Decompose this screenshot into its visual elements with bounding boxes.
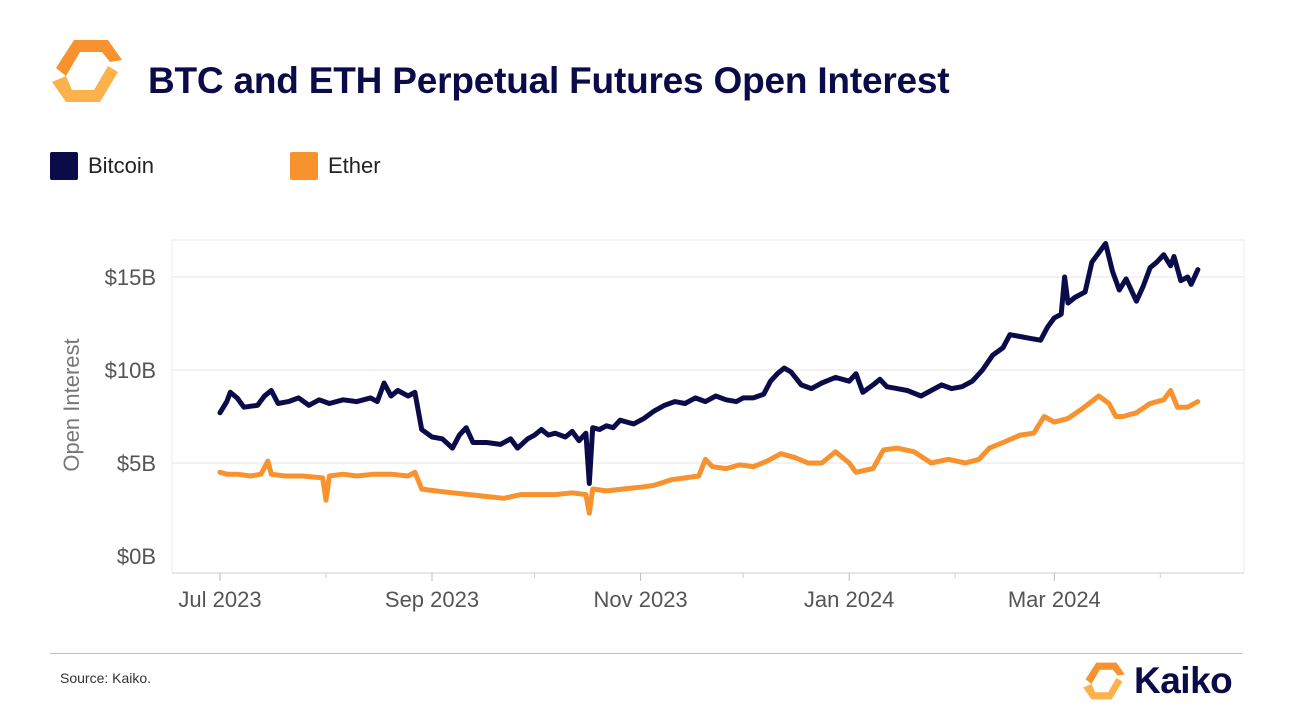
y-tick-label: $0B [117, 544, 156, 569]
y-tick-label: $5B [117, 451, 156, 476]
brand: Kaiko [1082, 660, 1233, 702]
x-tick-label: Mar 2024 [1008, 587, 1101, 612]
x-tick-label: Sep 2023 [385, 587, 479, 612]
y-tick-label: $15B [105, 265, 156, 290]
legend-swatch-ether [290, 152, 318, 180]
source-note: Source: Kaiko. [60, 670, 152, 686]
legend-label-ether: Ether [328, 153, 381, 178]
kaiko-brand-icon [1083, 662, 1125, 700]
y-tick-label: $10B [105, 358, 156, 383]
x-tick-label: Nov 2023 [593, 587, 687, 612]
legend-swatch-bitcoin [50, 152, 78, 180]
kaiko-logo-icon [52, 40, 122, 102]
chart-title: BTC and ETH Perpetual Futures Open Inter… [148, 60, 950, 101]
footer-divider [50, 653, 1242, 654]
x-tick-label: Jul 2023 [178, 587, 261, 612]
y-axis-label: Open Interest [59, 338, 84, 471]
x-tick-label: Jan 2024 [804, 587, 895, 612]
legend-item-ether[interactable]: Ether [290, 152, 381, 180]
series-line-ether [217, 388, 1201, 516]
axes: $0B $5B $10B $15B Jul 2023 Sep 2023 Nov 2023 Ja… [105, 265, 1161, 612]
legend-label-bitcoin: Bitcoin [88, 153, 155, 178]
series-line-bitcoin [217, 241, 1201, 486]
series [217, 241, 1201, 516]
legend-item-bitcoin[interactable]: Bitcoin [50, 152, 154, 180]
brand-name: Kaiko [1134, 660, 1233, 701]
line-chart: $0B $5B $10B $15B Jul 2023 Sep 2023 Nov 2023 Ja… [59, 239, 1245, 612]
